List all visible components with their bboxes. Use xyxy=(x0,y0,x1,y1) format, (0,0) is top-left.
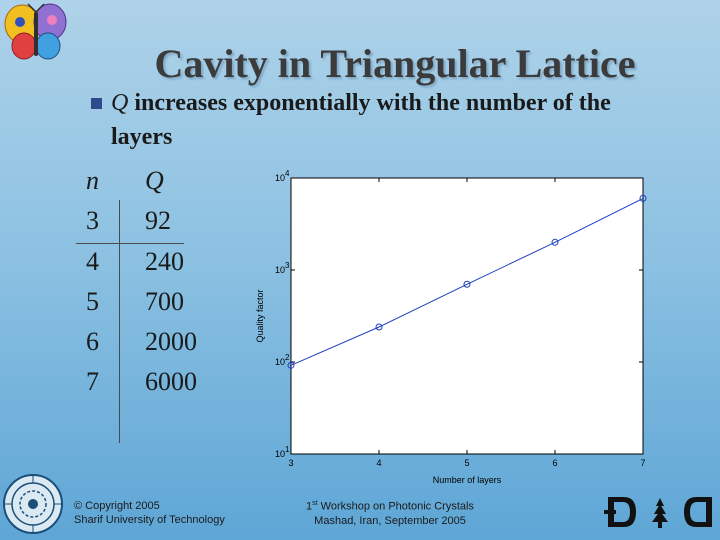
data-point-marker xyxy=(375,323,383,331)
data-point-marker xyxy=(551,238,559,246)
dnd-logo-icon xyxy=(604,497,712,528)
university-line: Sharif University of Technology xyxy=(74,514,225,527)
x-axis: 3 4 5 6 7 xyxy=(288,178,646,468)
y-tick-label: 102 xyxy=(275,353,290,367)
x-tick-label: 3 xyxy=(288,458,293,468)
table-cell-q: 2000 xyxy=(145,327,197,356)
q-symbol: Q xyxy=(111,90,129,116)
slide-title: Cavity in Triangular Lattice xyxy=(154,41,636,86)
x-tick-label: 4 xyxy=(376,458,381,468)
series-line-quality-factor xyxy=(290,197,644,366)
data-point-marker xyxy=(287,361,295,369)
data-point-marker xyxy=(463,280,471,288)
location-line: Mashad, Iran, September 2005 xyxy=(314,514,466,527)
table-header-n: n xyxy=(86,166,99,195)
copyright-line: © Copyright 2005 xyxy=(74,500,160,512)
bullet-continuation: layers xyxy=(111,124,173,150)
table-divider-vertical xyxy=(119,200,120,443)
university-seal-icon xyxy=(3,474,63,534)
workshop-block: 1st Workshop on Photonic Crystals Mashad… xyxy=(290,499,490,528)
table-header-q: Q xyxy=(145,166,164,195)
x-tick-label: 6 xyxy=(552,458,557,468)
plot-area xyxy=(290,177,644,455)
data-point-marker xyxy=(639,194,647,202)
copyright-block: © Copyright 2005 Sharif University of Te… xyxy=(74,499,225,528)
table-cell-q: 700 xyxy=(145,287,184,316)
y-tick-label: 103 xyxy=(275,261,290,275)
y-tick-label: 104 xyxy=(275,169,290,183)
y-axis-label: Quality factor xyxy=(255,289,265,342)
table-cell-n: 6 xyxy=(86,327,99,356)
bullet-text: increases exponentially with the number … xyxy=(134,90,611,116)
butterfly-logo-icon xyxy=(4,3,67,60)
bullet-point: Q increases exponentially with the numbe… xyxy=(111,84,711,122)
bullet-square-icon xyxy=(91,98,102,109)
x-tick-label: 5 xyxy=(464,458,469,468)
x-axis-label: Number of layers xyxy=(433,475,502,485)
table-cell-n: 4 xyxy=(86,247,99,276)
table-cell-q: 92 xyxy=(145,206,171,235)
table-divider-horizontal xyxy=(76,243,184,244)
x-tick-label: 7 xyxy=(640,458,645,468)
table-cell-n: 5 xyxy=(86,287,99,316)
table-cell-n: 7 xyxy=(86,367,99,396)
table-cell-n: 3 xyxy=(86,206,99,235)
table-cell-q: 240 xyxy=(145,247,184,276)
y-tick-label: 101 xyxy=(275,445,290,459)
table-cell-q: 6000 xyxy=(145,367,197,396)
workshop-line: 1st Workshop on Photonic Crystals xyxy=(306,500,474,513)
series-markers xyxy=(287,194,647,369)
